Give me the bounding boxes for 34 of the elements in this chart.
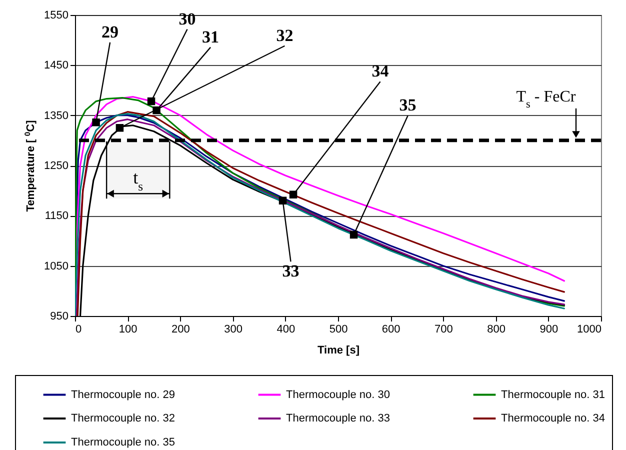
annotation: 33 — [282, 262, 300, 281]
x-tick-label: 100 — [118, 324, 138, 336]
ref-line-label: T$_{s}$ - FeCr — [516, 88, 576, 110]
x-tick-label: 700 — [434, 324, 453, 336]
annotation: 31 — [202, 27, 220, 46]
legend-label: Thermocouple no. 34 — [501, 412, 605, 424]
x-tick-label: 300 — [224, 324, 242, 336]
x-tick-label: 200 — [172, 324, 190, 336]
legend-label: Thermocouple no. 33 — [286, 412, 390, 424]
y-tick-label: 1150 — [44, 210, 68, 222]
annotation: 29 — [102, 22, 119, 42]
y-tick-label: 950 — [50, 310, 68, 322]
legend-label: Thermocouple no. 31 — [501, 388, 605, 401]
x-tick-label: 600 — [382, 324, 400, 336]
annotation: 32 — [276, 26, 294, 45]
legend-label: Thermocouple no. 29 — [71, 388, 175, 401]
y-tick-label: 1450 — [44, 60, 68, 72]
legend-label: Thermocouple no. 32 — [71, 412, 175, 424]
annotation: 35 — [399, 96, 416, 115]
y-tick-label: 1350 — [44, 110, 68, 122]
x-tick-label: 500 — [329, 324, 348, 336]
annotation: 34 — [372, 62, 390, 81]
y-tick-label: 1050 — [44, 260, 68, 272]
y-tick-label: 1550 — [44, 10, 68, 22]
x-axis-title: Time [s] — [318, 344, 360, 356]
x-tick-label: 1000 — [577, 324, 602, 336]
x-tick-label: 900 — [540, 324, 558, 336]
y-tick-label: 1250 — [44, 160, 68, 172]
x-tick-label: 800 — [487, 324, 506, 336]
x-tick-label: 0 — [76, 324, 82, 336]
band-label: t$_{s}$ — [133, 168, 144, 194]
x-tick-label: 400 — [276, 324, 296, 336]
legend-label: Thermocouple no. 35 — [71, 436, 175, 448]
legend-label: Thermocouple no. 30 — [286, 388, 390, 401]
